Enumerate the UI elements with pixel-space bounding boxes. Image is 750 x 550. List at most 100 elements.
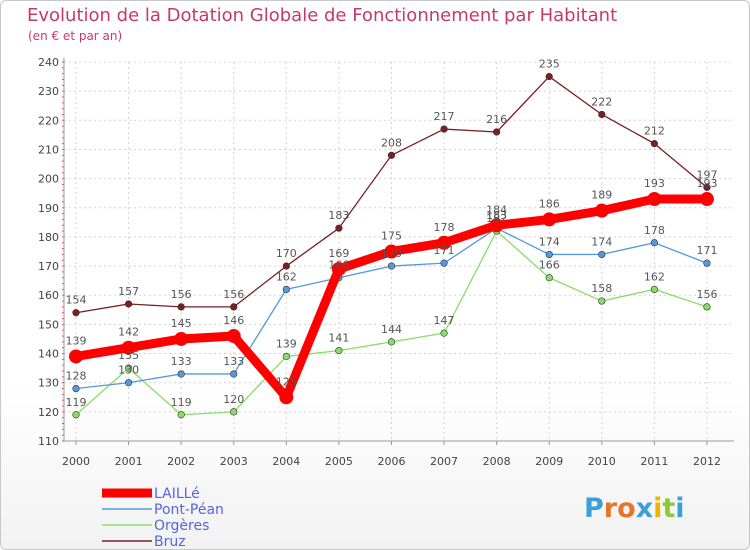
data-label-orgeres: 166 [539,259,560,272]
data-label-bruz: 222 [591,95,612,108]
y-tick-label: 130 [38,377,59,390]
data-label-orgeres: 182 [486,212,507,225]
data-label-orgeres: 139 [276,337,297,350]
data-point-bruz [230,303,238,311]
data-label-pont-pean: 171 [434,244,455,257]
data-point-bruz [124,300,133,308]
logo-letter: t [662,493,675,524]
data-label-laille: 193 [696,177,717,190]
data-label-bruz: 154 [66,294,87,307]
data-label-orgeres: 119 [171,396,192,409]
data-label-laille: 186 [539,197,560,210]
y-tick-label: 220 [38,114,59,127]
x-tick-label: 2001 [115,455,143,468]
data-point-pont-pean [387,262,396,270]
data-point-bruz [545,72,553,81]
data-point-orgeres [440,329,448,337]
data-point-orgeres [387,338,396,346]
data-point-laille [384,244,399,259]
y-tick-label: 180 [38,231,59,244]
chart-title: Evolution de la Dotation Globale de Fonc… [27,5,618,26]
data-label-pont-pean: 174 [591,235,612,248]
y-tick-label: 210 [38,143,59,156]
y-tick-label: 190 [38,202,59,215]
data-label-orgeres: 135 [118,349,139,362]
data-label-bruz: 216 [486,113,507,126]
data-label-laille: 178 [434,221,455,234]
data-label-laille: 175 [381,230,402,243]
y-tick-label: 170 [38,260,59,273]
data-point-pont-pean [650,239,658,247]
data-point-bruz [440,125,448,133]
data-point-laille [699,192,714,207]
data-label-orgeres: 147 [434,314,455,327]
data-point-orgeres [703,303,711,311]
data-label-bruz: 197 [696,168,717,181]
x-tick-label: 2000 [62,455,90,468]
logo-letter: i [675,493,684,524]
data-label-pont-pean: 171 [696,244,717,257]
data-label-bruz: 170 [276,247,297,260]
data-label-pont-pean: 133 [171,355,192,368]
data-label-laille: 139 [66,334,87,347]
data-point-orgeres [282,352,290,361]
y-tick-label: 230 [38,85,59,98]
x-tick-label: 2004 [272,455,300,468]
data-label-pont-pean: 170 [381,247,402,260]
data-label-pont-pean: 178 [644,224,665,237]
x-tick-label: 2010 [588,455,616,468]
data-point-bruz [177,303,185,311]
data-point-bruz [703,183,711,191]
data-point-laille [594,203,609,218]
proxiti-logo: Proxiti [584,493,685,524]
data-label-orgeres: 119 [66,396,87,409]
y-tick-label: 150 [38,318,59,331]
data-point-bruz [282,262,290,270]
data-label-orgeres: 120 [223,393,244,406]
logo-letter: r [604,493,618,524]
logo-letter: P [584,493,604,524]
data-point-bruz [493,128,501,136]
data-point-bruz [72,309,80,317]
x-tick-label: 2011 [640,455,668,468]
data-point-pont-pean [598,250,606,259]
data-point-laille [542,212,557,227]
series-laille [69,192,714,405]
data-point-pont-pean [440,259,448,267]
data-point-bruz [598,110,606,119]
series-bruz [72,72,711,317]
chart-subtitle: (en € et par an) [28,29,123,43]
series-pont-pean [72,224,711,393]
data-point-laille [647,192,662,207]
data-label-pont-pean: 130 [118,364,139,377]
series-orgeres [72,227,711,419]
data-point-laille [489,218,504,233]
data-label-pont-pean: 183 [486,209,507,222]
data-label-bruz: 212 [644,125,665,138]
data-label-pont-pean: 174 [539,235,560,248]
y-tick-label: 120 [38,406,59,419]
x-tick-label: 2009 [535,455,563,468]
logo-letter: x [636,493,653,524]
data-label-bruz: 235 [539,58,560,71]
logo-text: Proxiti [584,493,685,524]
data-label-orgeres: 158 [591,282,612,295]
y-tick-label: 200 [38,173,59,186]
data-point-laille [437,235,452,250]
y-tick-label: 160 [38,289,59,302]
data-point-bruz [387,151,396,159]
data-point-orgeres [72,411,80,419]
data-point-pont-pean [72,384,80,393]
data-label-pont-pean: 166 [328,259,349,272]
x-tick-label: 2003 [220,455,248,468]
data-label-orgeres: 156 [696,288,717,301]
data-point-laille [279,390,294,405]
data-point-bruz [650,140,658,148]
data-label-laille: 193 [644,177,665,190]
logo-letter: o [617,493,636,524]
legend-label-bruz: Bruz [154,534,186,550]
